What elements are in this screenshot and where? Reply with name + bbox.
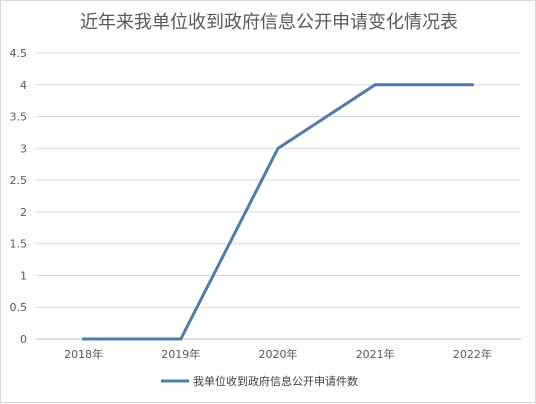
legend-label: 我单位收到政府信息公开申请件数 [193,374,358,388]
gridlines [35,52,521,340]
data-point [470,83,474,87]
y-tick-label: 1 [20,269,27,282]
data-point [179,337,183,341]
y-tick-label: 4 [20,79,27,92]
y-tick-label: 0 [20,333,27,346]
data-point [276,146,280,150]
y-tick-label: 1.5 [10,238,28,251]
y-tick-label: 3.5 [10,111,28,124]
x-tick-label: 2022年 [453,347,492,361]
y-tick-label: 4.5 [10,47,28,60]
x-tick-label: 2019年 [161,347,200,361]
y-tick-label: 2 [20,206,27,219]
y-tick-label: 0.5 [10,301,28,314]
data-point [373,83,377,87]
x-axis-ticks: 2018年 2019年 2020年 2021年 2022年 [64,347,492,361]
y-axis-ticks: 0 0.5 1 1.5 2 2.5 3 3.5 4 4.5 [10,47,28,346]
legend: 我单位收到政府信息公开申请件数 [161,374,358,388]
data-point [82,337,86,341]
x-tick-label: 2021年 [356,347,395,361]
chart-title: 近年来我单位收到政府信息公开申请变化情况表 [80,12,458,33]
series-layer [82,83,474,341]
y-tick-label: 3 [20,142,27,155]
y-tick-label: 2.5 [10,174,28,187]
x-tick-label: 2018年 [64,347,103,361]
x-tick-label: 2020年 [259,347,298,361]
